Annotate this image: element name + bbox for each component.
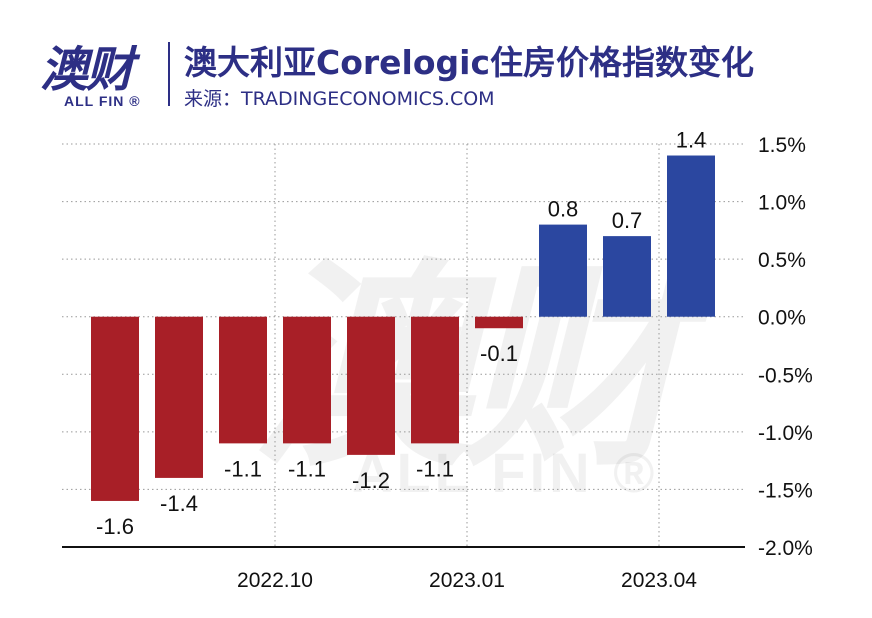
bar: [539, 224, 587, 317]
y-tick-label: 0.5%: [758, 249, 806, 272]
y-tick-label: 1.0%: [758, 192, 806, 215]
y-tick-label: 1.5%: [758, 134, 806, 157]
y-tick-label: -1.0%: [758, 422, 813, 445]
data-label: -1.1: [224, 456, 262, 481]
logo-wordmark: ALL FIN ®: [64, 93, 141, 109]
data-label: -1.6: [96, 514, 134, 539]
data-label: -1.1: [416, 456, 454, 481]
bar: [91, 316, 139, 501]
y-tick-label: -0.5%: [758, 364, 813, 387]
y-tick-label: -2.0%: [758, 537, 813, 560]
header-divider: [168, 42, 170, 106]
y-tick-label: 0.0%: [758, 307, 806, 330]
bar: [219, 316, 267, 444]
chart-source: 来源：TRADINGECONOMICS.COM: [184, 88, 495, 110]
bar: [283, 316, 331, 444]
data-label: -1.2: [352, 468, 390, 493]
x-tick-label: 2023.04: [621, 569, 697, 592]
bar: [347, 316, 395, 455]
data-label: 0.7: [612, 208, 643, 233]
bar: [411, 316, 459, 444]
data-label: 1.4: [676, 128, 707, 153]
bar: [667, 155, 715, 317]
data-label: -1.1: [288, 456, 326, 481]
data-label: -0.1: [480, 341, 518, 366]
x-tick-label: 2022.10: [237, 569, 313, 592]
y-tick-label: -1.5%: [758, 479, 813, 502]
data-label: 0.8: [548, 197, 579, 222]
x-tick-label: 2023.01: [429, 569, 505, 592]
bar: [475, 316, 523, 329]
bar: [155, 316, 203, 478]
bar: [603, 236, 651, 317]
chart-title: 澳大利亚Corelogic住房价格指数变化: [184, 43, 755, 82]
logo-mark: 澳财: [40, 42, 134, 98]
data-label: -1.4: [160, 491, 198, 516]
